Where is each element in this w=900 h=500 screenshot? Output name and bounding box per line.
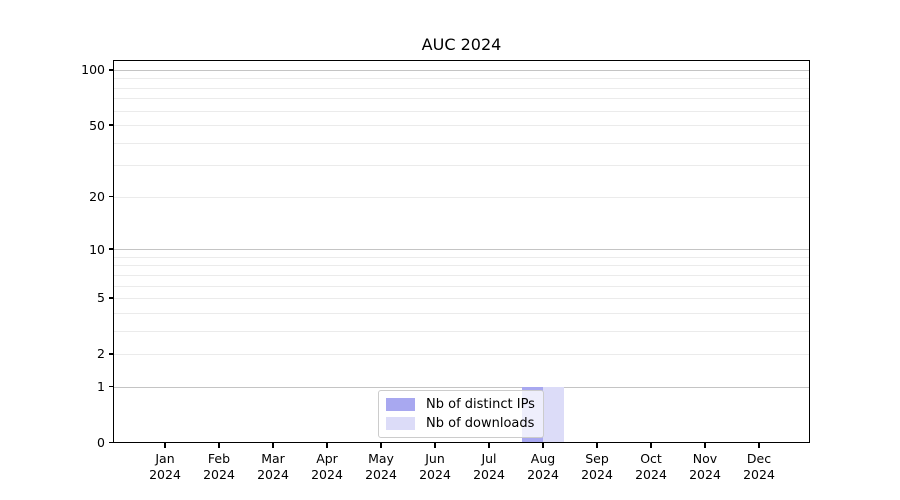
minor-gridline: [114, 196, 809, 198]
legend-item-distinct-ips: Nb of distinct IPs: [386, 397, 536, 412]
y-tick-label: 100: [81, 62, 105, 78]
y-axis-tick: [108, 196, 113, 198]
y-tick-label: 1: [97, 379, 105, 395]
x-axis-tick: [488, 443, 490, 448]
x-axis-tick: [380, 443, 382, 448]
y-axis-tick: [108, 386, 113, 388]
y-axis-tick: [108, 297, 113, 299]
minor-gridline: [114, 110, 809, 112]
legend-label-downloads: Nb of downloads: [426, 416, 535, 431]
minor-gridline: [114, 265, 809, 267]
x-tick-label: Apr 2024: [311, 451, 343, 482]
chart-title: AUC 2024: [421, 35, 502, 54]
legend-swatch-downloads: [386, 417, 415, 430]
y-axis-tick: [108, 124, 113, 126]
x-tick-label: Oct 2024: [635, 451, 667, 482]
x-tick-label: Sep 2024: [581, 451, 613, 482]
x-axis-tick: [326, 443, 328, 448]
minor-gridline: [114, 256, 809, 258]
x-axis-tick: [434, 443, 436, 448]
x-axis-tick: [272, 443, 274, 448]
minor-gridline: [114, 312, 809, 314]
minor-gridline: [114, 274, 809, 276]
y-tick-label: 2: [97, 346, 105, 362]
x-axis-tick: [650, 443, 652, 448]
x-axis-tick: [164, 443, 166, 448]
plot-frame: [113, 60, 810, 443]
minor-gridline: [114, 98, 809, 100]
major-gridline: [114, 386, 809, 388]
y-tick-label: 20: [89, 189, 105, 205]
minor-gridline: [114, 142, 809, 144]
x-axis-tick: [704, 443, 706, 448]
legend: Nb of distinct IPs Nb of downloads: [378, 390, 544, 438]
x-tick-label: May 2024: [365, 451, 397, 482]
minor-gridline: [114, 285, 809, 287]
x-tick-label: Dec 2024: [743, 451, 775, 482]
x-tick-label: Aug 2024: [527, 451, 559, 482]
y-tick-label: 10: [89, 241, 105, 257]
x-tick-label: Nov 2024: [689, 451, 721, 482]
y-tick-label: 0: [97, 435, 105, 451]
x-tick-label: Jul 2024: [473, 451, 505, 482]
minor-gridline: [114, 353, 809, 355]
minor-gridline: [114, 165, 809, 167]
major-gridline: [114, 249, 809, 250]
y-axis-tick: [108, 248, 113, 250]
x-axis-tick: [596, 443, 598, 448]
minor-gridline: [114, 330, 809, 332]
major-gridline: [114, 69, 809, 71]
minor-gridline: [114, 87, 809, 89]
x-tick-label: Jun 2024: [419, 451, 451, 482]
x-axis-tick: [542, 443, 544, 448]
y-axis-tick: [108, 442, 113, 444]
y-tick-label: 5: [97, 290, 105, 306]
x-tick-label: Jan 2024: [149, 451, 181, 482]
minor-gridline: [114, 125, 809, 127]
legend-label-distinct-ips: Nb of distinct IPs: [426, 397, 535, 412]
legend-item-downloads: Nb of downloads: [386, 416, 536, 431]
x-axis-tick: [218, 443, 220, 448]
y-axis-tick: [108, 69, 113, 71]
bar-downloads: [543, 386, 564, 443]
legend-swatch-distinct-ips: [386, 398, 415, 411]
minor-gridline: [114, 78, 809, 80]
minor-gridline: [114, 297, 809, 299]
y-axis-tick: [108, 353, 113, 355]
x-tick-label: Mar 2024: [257, 451, 289, 482]
y-tick-label: 50: [89, 117, 105, 133]
x-tick-label: Feb 2024: [203, 451, 235, 482]
x-axis-tick: [758, 443, 760, 448]
